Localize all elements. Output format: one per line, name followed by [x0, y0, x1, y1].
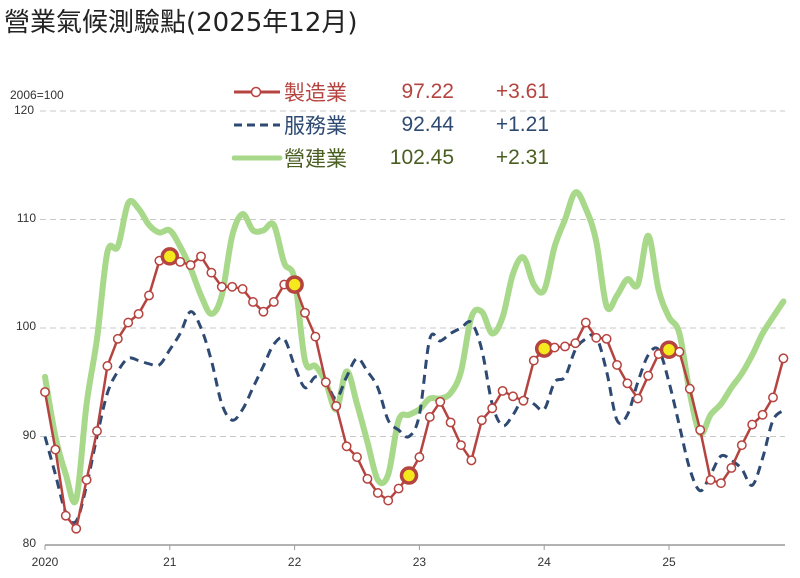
data-marker	[695, 425, 706, 435]
legend-name: 服務業	[284, 114, 347, 138]
data-marker	[40, 387, 50, 397]
highlight-marker	[534, 339, 554, 358]
y-tick-label: 80	[22, 536, 36, 550]
data-marker	[612, 359, 622, 370]
data-marker	[487, 403, 498, 414]
data-marker	[560, 341, 570, 352]
data-marker	[237, 283, 248, 294]
chart-title: 營業氣候測驗點(2025年12月)	[4, 8, 358, 38]
data-marker	[71, 523, 82, 534]
construction-line	[42, 189, 787, 506]
legend-item-services: 服務業 92.44 +1.21	[232, 112, 549, 138]
data-marker	[684, 383, 695, 394]
x-tick-label: 24	[537, 555, 551, 569]
data-marker	[133, 308, 144, 319]
data-marker	[435, 396, 446, 407]
legend-item-construction: 營建業 102.45 +2.31	[231, 145, 549, 171]
data-marker	[476, 415, 487, 426]
data-marker	[196, 251, 206, 262]
highlight-marker	[659, 340, 679, 359]
data-marker	[528, 355, 539, 366]
x-tick-label: 21	[163, 555, 177, 569]
legend-change: +3.61	[495, 80, 549, 103]
data-marker	[258, 306, 269, 317]
legend-value: 102.45	[389, 146, 454, 169]
data-marker	[320, 377, 331, 388]
legend-thick-line-icon	[231, 148, 284, 168]
legend-line-marker-icon	[232, 82, 284, 102]
data-marker	[102, 361, 113, 371]
x-tick-label: 25	[662, 555, 676, 569]
data-marker	[601, 333, 612, 344]
data-marker	[92, 426, 102, 437]
data-marker	[747, 419, 758, 430]
data-marker	[778, 353, 789, 364]
x-tick-label: 22	[287, 555, 302, 569]
data-marker	[123, 317, 134, 328]
legend-change: +1.21	[495, 113, 549, 136]
data-marker	[716, 478, 726, 489]
data-marker	[508, 391, 518, 402]
highlight-marker	[399, 466, 419, 485]
data-marker	[216, 281, 227, 292]
data-marker	[372, 487, 383, 498]
data-marker	[768, 392, 778, 403]
data-marker	[341, 441, 352, 452]
legend-value: 97.22	[401, 80, 454, 103]
y-tick-label: 110	[16, 210, 36, 225]
legend-value: 92.44	[401, 113, 454, 136]
data-marker	[705, 474, 716, 485]
data-marker	[248, 297, 258, 307]
data-marker	[175, 256, 186, 267]
data-marker	[268, 297, 279, 307]
data-marker	[518, 395, 529, 406]
x-tick-label: 2020	[31, 555, 59, 569]
data-marker	[736, 440, 747, 451]
data-marker	[362, 473, 373, 484]
data-marker	[643, 370, 654, 381]
data-marker	[352, 452, 362, 463]
data-marker	[549, 342, 560, 353]
data-marker	[456, 440, 466, 451]
legend-change: +2.31	[495, 146, 549, 169]
data-marker	[570, 338, 581, 349]
data-marker	[622, 378, 633, 389]
data-marker	[591, 332, 602, 343]
data-marker	[383, 495, 394, 506]
data-marker	[424, 412, 435, 422]
data-marker	[393, 483, 404, 494]
data-marker	[60, 510, 71, 521]
y-tick-label: 100	[15, 319, 36, 333]
legend-name: 營建業	[284, 147, 347, 171]
data-marker	[331, 401, 342, 412]
data-marker	[185, 260, 196, 271]
data-marker	[227, 281, 238, 292]
data-marker	[414, 452, 425, 463]
y-tick-label: 120	[13, 103, 34, 117]
data-marker	[580, 317, 591, 328]
legend-item-manufacturing: 製造業 97.22 +3.61	[232, 79, 549, 105]
data-marker	[112, 333, 123, 344]
highlight-marker	[160, 247, 180, 266]
data-marker	[81, 474, 92, 485]
data-marker	[632, 393, 643, 404]
legend-dashed-line-icon	[232, 115, 284, 135]
data-marker	[466, 455, 477, 466]
data-marker	[497, 385, 508, 396]
highlight-marker	[285, 275, 304, 294]
data-marker	[757, 409, 768, 420]
data-marker	[726, 463, 737, 473]
data-marker	[674, 346, 685, 357]
unit-label: 2006=100	[10, 88, 64, 102]
y-tick-label: 90	[22, 427, 36, 442]
data-marker	[445, 417, 456, 428]
data-marker	[300, 307, 310, 318]
legend-name: 製造業	[284, 81, 347, 105]
x-tick-label: 23	[412, 555, 427, 569]
data-marker	[206, 267, 217, 278]
data-marker	[50, 444, 61, 455]
data-marker	[310, 331, 321, 342]
data-marker	[144, 290, 154, 301]
